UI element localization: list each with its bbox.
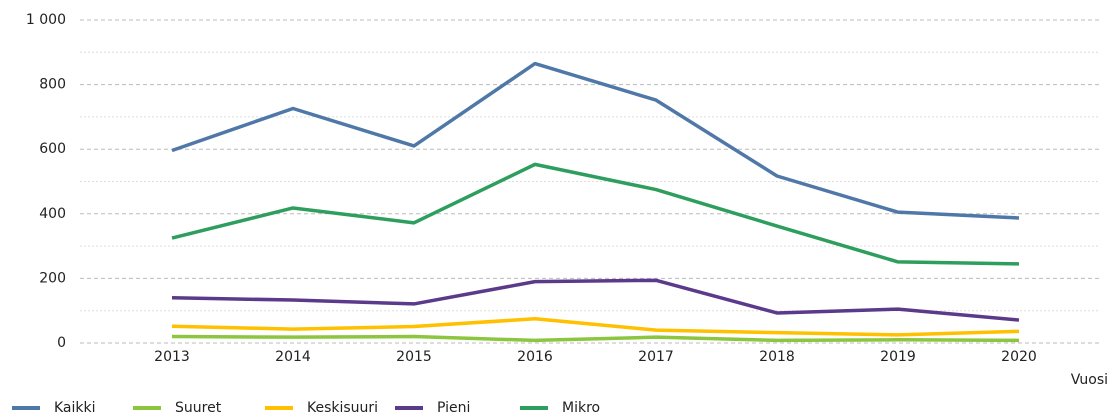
x-tick-label: 2015: [396, 349, 432, 365]
y-tick-label: 1 000: [26, 12, 66, 28]
x-tick-label: 2014: [275, 349, 311, 365]
legend-label: Mikro: [562, 400, 600, 416]
y-tick-label: 600: [39, 141, 66, 157]
x-tick-label: 2019: [880, 349, 916, 365]
series-line: [171, 61, 1020, 220]
x-tick-label: 2018: [759, 349, 795, 365]
x-tick-label: 2013: [154, 349, 190, 365]
y-tick-label: 800: [39, 77, 66, 93]
legend-label: Keskisuuri: [307, 400, 378, 416]
series-line: [171, 317, 1020, 337]
series-line: [171, 162, 1020, 266]
x-tick-label: 2020: [1001, 349, 1037, 365]
series-line: [171, 278, 1020, 322]
legend-label: Pieni: [437, 400, 470, 416]
series-line: [171, 334, 1020, 343]
y-tick-label: 400: [39, 206, 66, 222]
x-tick-label: 2016: [517, 349, 553, 365]
y-tick-label: 0: [57, 335, 66, 351]
legend-label: Kaikki: [54, 400, 96, 416]
x-axis-label: Vuosi: [1071, 372, 1108, 388]
y-tick-label: 200: [39, 270, 66, 286]
legend-label: Suuret: [175, 400, 222, 416]
x-tick-label: 2017: [638, 349, 674, 365]
